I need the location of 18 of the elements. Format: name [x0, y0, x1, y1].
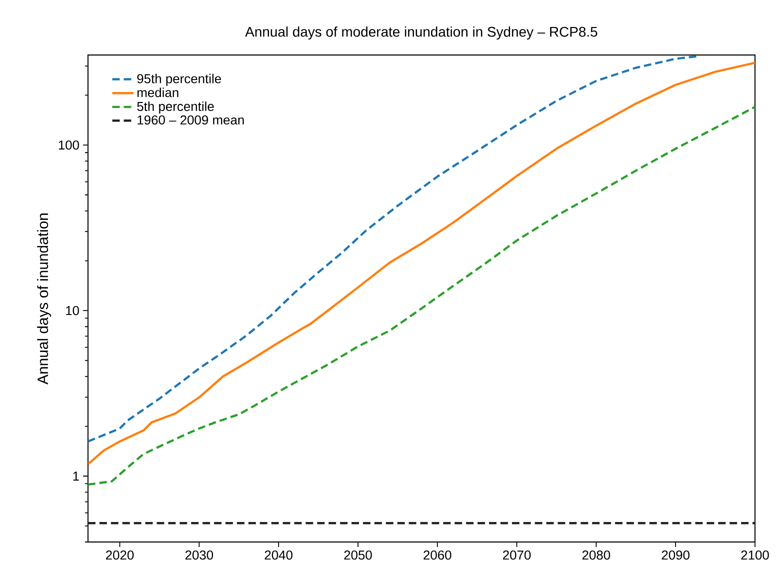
- x-tick-label: 2080: [582, 550, 610, 560]
- y-axis-title: Annual days of inundation: [37, 214, 52, 384]
- legend-label: 1960 – 2009 mean: [138, 115, 244, 125]
- y-tick-label: 100: [58, 140, 79, 150]
- y-tick-label: 10: [66, 306, 79, 316]
- x-tick-label: 2020: [106, 550, 134, 560]
- x-tick-label: 2060: [424, 550, 452, 560]
- legend-label: 5th percentile: [137, 102, 214, 114]
- x-tick-label: 2030: [185, 550, 214, 560]
- legend-label: 95th percentile: [137, 74, 221, 86]
- legend-label: median: [138, 88, 178, 98]
- x-tick-label: 2090: [662, 550, 690, 560]
- x-tick-label: 2070: [503, 550, 531, 560]
- chart-title: Annual days of moderate inundation in Sydney – RCP8.5: [245, 26, 598, 40]
- x-tick-label: 2100: [741, 550, 769, 560]
- y-tick-label: 1: [73, 472, 79, 481]
- x-tick-label: 2050: [344, 550, 372, 560]
- x-tick-label: 2040: [264, 550, 292, 560]
